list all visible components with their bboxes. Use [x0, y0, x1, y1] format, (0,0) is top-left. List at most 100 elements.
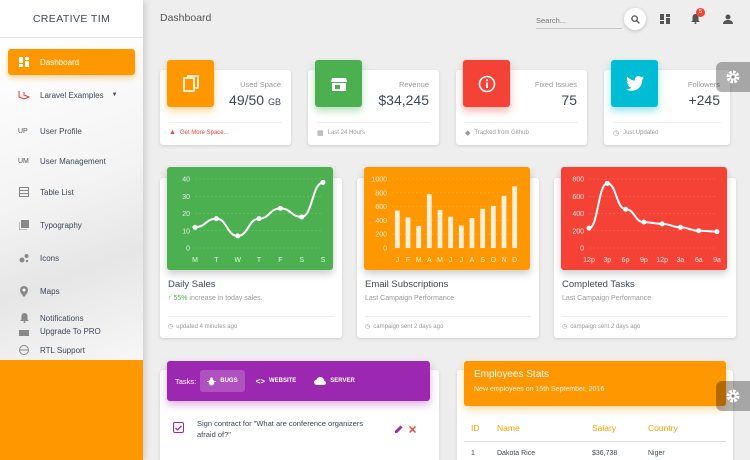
bar — [437, 209, 443, 248]
x-tick-label: 3a — [677, 257, 685, 264]
tab-bugs[interactable]: BUGS — [200, 370, 245, 392]
bar — [394, 210, 400, 248]
caret-down-icon: ▼ — [111, 92, 118, 98]
employees-card: Employees Stats New employees on 15th Se… — [457, 361, 733, 460]
y-tick-label: 200 — [375, 232, 387, 239]
edit-task-button[interactable] — [395, 420, 403, 438]
bar — [405, 217, 411, 248]
sidebar-item-rtl-support[interactable]: RTL Support — [8, 344, 135, 356]
x-tick-label: A — [470, 257, 475, 264]
settings-toggle-bottom[interactable] — [716, 381, 750, 411]
chart-subtitle: Last Campaign Performance — [562, 295, 652, 302]
x-tick-label: 9a — [713, 257, 721, 264]
bar — [469, 218, 475, 248]
bar — [501, 195, 507, 248]
dashboard-menu-button[interactable] — [658, 12, 672, 26]
user-profile-abbr: UP — [18, 127, 28, 135]
chart-title: Email Subscriptions — [365, 279, 449, 290]
laravel-icon — [17, 90, 31, 100]
bar — [416, 225, 422, 248]
y-tick-label: 40 — [182, 177, 190, 184]
y-tick-label: 400 — [375, 218, 387, 225]
x-tick-label: D — [512, 257, 517, 264]
notifications-button[interactable]: 5 — [688, 8, 705, 26]
stat-value: $34,245 — [378, 92, 429, 108]
sidebar-item-label: RTL Support — [40, 345, 85, 355]
sidebar-item-icons[interactable]: Icons — [8, 245, 135, 271]
sidebar-item-label: User Profile — [40, 126, 82, 136]
remove-task-button[interactable] — [409, 420, 416, 438]
y-tick-label: 20 — [182, 211, 190, 218]
sidebar-item-user-profile[interactable]: UP User Profile — [8, 118, 135, 144]
stat-footer-text: Last 24 Hours — [327, 130, 365, 136]
upgrade-icon — [17, 328, 31, 336]
x-tick-label: J — [460, 257, 464, 264]
update-icon: ◷ — [613, 130, 620, 137]
chart-footer: ◷ campaign sent 2 days ago — [365, 316, 531, 330]
chart-card-daily-sales: 0 10 20 30 40 M T W T F S S Daily Sales ↑ 55% incre… — [160, 167, 342, 338]
column-header-country: Country — [648, 423, 678, 433]
y-tick-label: 10 — [182, 228, 190, 235]
close-icon — [409, 426, 416, 433]
calendar-icon: ▦ — [317, 130, 324, 137]
bug-icon — [207, 376, 217, 386]
sidebar-item-maps[interactable]: Maps — [8, 278, 135, 304]
tab-label: WEBSITE — [268, 378, 297, 384]
data-point — [235, 233, 241, 239]
x-tick-label: M — [192, 257, 198, 264]
x-tick-label: S — [299, 257, 304, 264]
data-point — [677, 224, 683, 230]
tasks-header: Tasks: BUGS <> WEBSITE SERVER — [167, 361, 430, 401]
stat-card-used-space: Used Space 49/50 GB ▲ Get More Space... — [160, 60, 291, 145]
sidebar-item-label: Dashboard — [40, 57, 80, 67]
search-icon — [630, 14, 640, 24]
sidebar-item-label: User Management — [40, 156, 106, 166]
sidebar-item-label: Maps — [40, 286, 60, 296]
tasks-label: Tasks: — [175, 376, 197, 386]
completed-tasks-chart: 0 200 400 600 800 12p 3p 6p 9p 12p 3a 6a 9a — [561, 167, 727, 270]
y-tick-label: 800 — [572, 177, 584, 184]
search-button[interactable] — [624, 8, 646, 30]
chart-footer: ◷ campaign sent 2 days ago — [562, 316, 728, 330]
tab-website[interactable]: <> WEBSITE — [249, 370, 304, 392]
chart-subtitle: Last Campaign Performance — [365, 295, 455, 302]
tab-server[interactable]: SERVER — [307, 370, 362, 392]
sidebar-item-user-management[interactable]: UM User Management — [8, 148, 135, 174]
stat-label: Used Space — [240, 80, 281, 89]
copy-icon — [167, 60, 214, 107]
data-point — [320, 179, 326, 185]
daily-sales-chart: 0 10 20 30 40 M T W T F S S — [167, 167, 333, 270]
chart-footer: ◷ updated 4 minutes ago — [168, 316, 334, 330]
table-cell-salary: $36,738 — [592, 450, 618, 457]
sidebar-item-laravel-examples[interactable]: Laravel Examples ▼ — [8, 82, 135, 108]
chart-title: Daily Sales — [168, 279, 216, 290]
brand-logo[interactable]: CREATIVE TIM — [0, 0, 143, 38]
table-icon — [17, 187, 31, 197]
bar — [448, 216, 454, 248]
stat-footer: ▦ Last 24 Hours — [317, 122, 430, 137]
sidebar-nav: Dashboard Laravel Examples ▼ UP User Pro… — [0, 49, 143, 356]
sidebar-item-label: Laravel Examples — [40, 90, 104, 100]
user-menu-button[interactable] — [721, 12, 735, 26]
user-management-abbr: UM — [18, 157, 29, 165]
sidebar-item-notifications[interactable]: Notifications — [8, 311, 135, 325]
settings-toggle-top[interactable] — [716, 62, 750, 92]
search-input[interactable] — [536, 9, 622, 29]
x-tick-label: O — [491, 257, 497, 264]
chart-card-completed-tasks: 0 200 400 600 800 12p 3p 6p 9p 12p 3a 6a 9a Complete… — [554, 167, 736, 338]
task-checkbox[interactable] — [173, 422, 184, 433]
language-icon — [17, 345, 31, 355]
get-more-space-link[interactable]: Get More Space... — [179, 129, 229, 136]
bar — [426, 194, 432, 248]
edit-icon — [395, 425, 403, 433]
x-tick-label: 12p — [656, 257, 668, 264]
sidebar-item-upgrade[interactable]: Upgrade To PRO — [8, 325, 135, 338]
data-point — [696, 228, 702, 234]
stat-footer-text: Tracked from Github — [474, 130, 529, 136]
sidebar-item-dashboard[interactable]: Dashboard — [8, 49, 135, 75]
sidebar-item-typography[interactable]: Typography — [8, 212, 135, 238]
bubble-icon — [17, 253, 31, 263]
sidebar-item-table-list[interactable]: Table List — [8, 179, 135, 205]
sidebar-item-label: Notifications — [40, 313, 84, 323]
stat-card-fixed-issues: Fixed Issues 75 ◆ Tracked from Github — [456, 60, 587, 145]
